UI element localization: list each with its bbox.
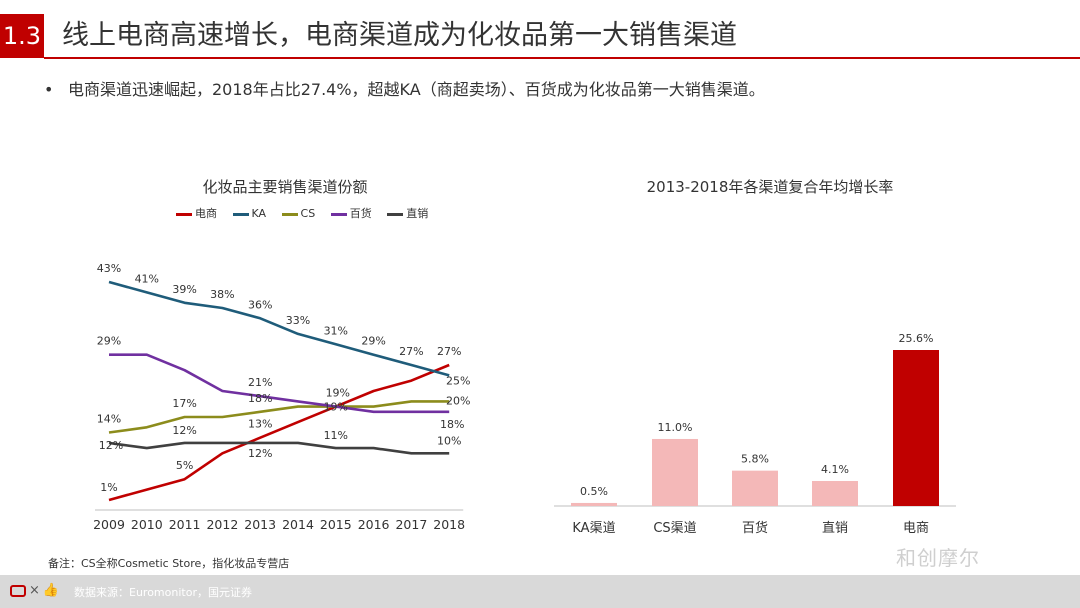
x-tick-label: 2016: [358, 517, 390, 532]
bar-chart: 0.5% KA渠道 11.0% CS渠道 5.8% 百货 4.1% 直销 25.6% 电商: [554, 332, 956, 536]
data-label-ecommerce: 27%: [437, 345, 461, 358]
bar-value-label: 4.1%: [821, 463, 849, 476]
bar-chart-title: 2013-2018年各渠道复合年均增长率: [646, 178, 894, 196]
x-tick-label: 2012: [206, 517, 238, 532]
footer-bar: × 👍 数据来源：Euromonitor，国元证券: [0, 575, 1080, 608]
legend-label-ecommerce: 电商: [195, 207, 217, 220]
bar-category-label: 电商: [903, 521, 929, 536]
legend-swatch-ecommerce: [176, 212, 192, 216]
series-line-direct: [108, 441, 450, 455]
data-label-direct: 10%: [437, 434, 461, 447]
line-chart: 2009 2010 2011 2012 2013 2014 2015 2016 2017 2018…: [93, 262, 470, 532]
data-label-department: 21%: [248, 376, 272, 389]
series-line-ka: [108, 280, 450, 377]
data-label-cs: 14%: [97, 413, 121, 426]
data-label-ecommerce: 19%: [326, 387, 350, 400]
page-title: 线上电商高速增长，电商渠道成为化妆品第一大销售渠道: [62, 20, 737, 51]
x-tick-label: 2013: [244, 517, 276, 532]
legend-item-ka: KA: [232, 207, 267, 220]
x-tick-label: 2014: [282, 517, 314, 532]
legend-label-cs: CS: [300, 207, 316, 220]
x-tick-label: 2011: [169, 517, 201, 532]
series-line-ecommerce: [108, 363, 450, 502]
data-label-ka: 33%: [286, 314, 310, 327]
legend-swatch-cs: [281, 212, 298, 216]
legend-swatch-ka: [232, 212, 249, 216]
legend-item-ecommerce: 电商: [176, 205, 217, 221]
data-label-ka: 43%: [97, 262, 121, 275]
x-tick-label: 2015: [320, 517, 352, 532]
x-tick-label: 2017: [395, 517, 427, 532]
data-label-ka: 38%: [210, 288, 234, 301]
data-label-ecommerce: 13%: [248, 418, 272, 431]
data-label-ka: 39%: [172, 283, 196, 296]
data-label-department: 19%: [324, 401, 348, 414]
bar: [652, 438, 698, 506]
legend-label-direct: 直销: [406, 207, 429, 220]
thumbs-up-icon: 👍: [42, 583, 60, 598]
bullet-marker: •: [44, 80, 54, 99]
data-label-ecommerce: 1%: [100, 481, 117, 494]
legend-item-direct: 直销: [387, 205, 428, 221]
bar-value-label: 0.5%: [580, 485, 608, 498]
legend-label-ka: KA: [251, 207, 267, 220]
bar: [732, 470, 778, 506]
data-label-cs: 20%: [446, 394, 470, 407]
bar-category-label: 直销: [822, 521, 848, 536]
data-label-ka: 27%: [399, 345, 423, 358]
x-tick-label: 2010: [131, 517, 163, 532]
camera-icon: [10, 584, 26, 597]
legend-swatch-department: [330, 212, 347, 216]
section-number-badge: 1.3: [0, 14, 44, 58]
bullet-text: 电商渠道迅速崛起，2018年占比27.4%，超越KA（商超卖场）、百货成为化妆品…: [68, 80, 765, 99]
bar: [893, 350, 939, 506]
title-divider: [44, 57, 1080, 59]
data-label-ka: 29%: [361, 335, 385, 348]
data-label-department: 18%: [440, 418, 464, 431]
data-label-ka: 25%: [446, 374, 470, 387]
line-chart-title: 化妆品主要销售渠道份额: [202, 178, 368, 196]
line-chart-legend: 电商 KA CS 百货 直销: [176, 205, 440, 221]
data-label-department: 29%: [97, 335, 121, 348]
bar: [812, 481, 858, 506]
legend-item-department: 百货: [330, 205, 372, 221]
footnote: 备注：CS全称Cosmetic Store，指化妆品专营店: [48, 557, 290, 570]
data-label-cs: 17%: [172, 397, 196, 410]
footer-logos: × 👍: [10, 583, 59, 598]
bar-category-label: CS渠道: [653, 521, 696, 536]
data-label-ecommerce: 5%: [176, 459, 193, 472]
x-tick-label: 2009: [93, 517, 125, 532]
series-line-department: [109, 353, 450, 414]
legend-swatch-direct: [387, 212, 404, 216]
data-label-ka: 41%: [135, 272, 159, 285]
bar-category-label: KA渠道: [572, 521, 615, 536]
data-label-direct: 12%: [99, 439, 123, 452]
bar-value-label: 11.0%: [658, 421, 693, 434]
bar-value-label: 5.8%: [741, 453, 769, 466]
data-label-cs: 18%: [248, 392, 272, 405]
bar: [571, 502, 617, 506]
data-label-ka: 31%: [324, 324, 348, 337]
data-source: 数据来源：Euromonitor，国元证券: [74, 586, 252, 599]
series-line-cs: [108, 400, 450, 434]
data-label-direct: 11%: [324, 429, 348, 442]
legend-item-cs: CS: [281, 207, 316, 220]
data-label-direct: 12%: [248, 447, 272, 460]
data-label-ka: 36%: [248, 298, 272, 311]
times-icon: ×: [29, 583, 40, 598]
bar-value-label: 25.6%: [899, 332, 934, 345]
watermark-text: 和创摩尔: [896, 546, 980, 570]
bar-category-label: 百货: [742, 520, 768, 536]
data-label-direct: 12%: [172, 424, 196, 437]
x-tick-label: 2018: [433, 517, 465, 532]
legend-label-department: 百货: [349, 207, 372, 220]
bullet-point: • 电商渠道迅速崛起，2018年占比27.4%，超越KA（商超卖场）、百货成为化妆…: [44, 76, 765, 100]
